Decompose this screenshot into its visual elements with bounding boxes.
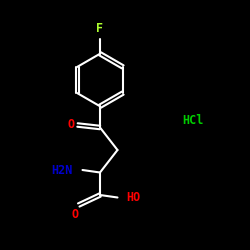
Text: F: F	[96, 22, 103, 35]
Text: O: O	[68, 118, 75, 132]
Text: O: O	[72, 208, 78, 220]
Text: HO: HO	[126, 191, 140, 204]
Text: HCl: HCl	[182, 114, 204, 126]
Text: H2N: H2N	[51, 164, 72, 176]
